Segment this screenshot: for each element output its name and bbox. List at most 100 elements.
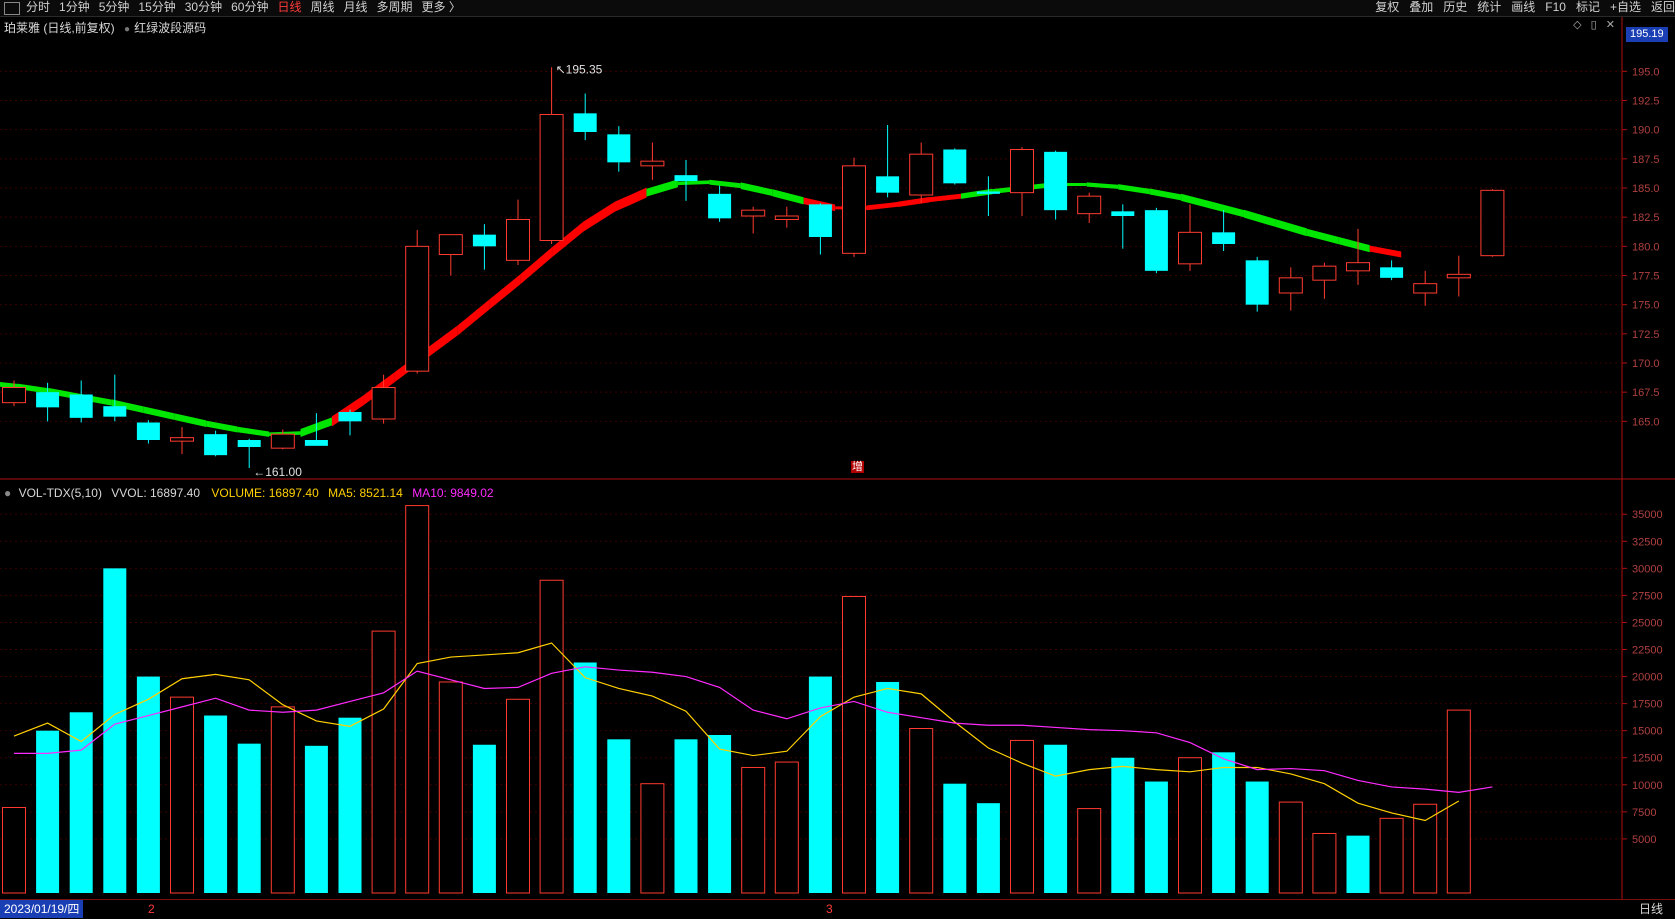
time-axis-bar: 2023/01/19/四 2 3 日线 [0,899,1675,919]
app-menu-icon[interactable] [4,2,20,15]
candle [943,148,967,185]
period-tab-4[interactable]: 30分钟 [184,0,223,14]
volume-bar [170,696,194,894]
volume-bar [1077,808,1102,894]
volume-bar [573,662,597,893]
period-tab-6[interactable]: 日线 [277,0,302,14]
volume-ma-lines [13,642,1493,822]
volume-tick-label: 7500 [1632,807,1656,819]
zoom-marker[interactable]: 增 [851,461,864,473]
candle [674,160,698,201]
tool-button-3[interactable]: 统计 [1477,0,1502,14]
band-segment [1181,193,1213,210]
vvol-value: VVOL: 16897.40 [111,486,201,500]
candle [1010,147,1034,216]
candle-body [640,160,665,167]
band-segment [1369,245,1402,258]
candle-body [506,219,530,261]
volume-bar [1245,781,1269,893]
tool-button-1[interactable]: 叠加 [1409,0,1434,14]
candlestick-series [2,67,1505,468]
candle [103,374,127,422]
candle [371,374,396,424]
candle [36,382,60,422]
tool-button-7[interactable]: +自选 [1609,0,1641,14]
ma10-value: MA10: 9849.02 [412,486,494,500]
candle [1144,207,1168,274]
volume-bar [640,783,665,894]
period-tab-1[interactable]: 1分钟 [59,0,90,14]
volume-bar [1413,803,1438,894]
candle-body [976,191,1000,194]
candle-body [1144,210,1168,271]
volume-indicator-name[interactable]: VOL-TDX(5,10) [18,486,102,500]
candle-body [573,113,597,132]
candle-body [808,204,832,237]
candle [640,142,665,180]
tool-button-0[interactable]: 复权 [1375,0,1400,14]
volume-tick-label: 12500 [1632,753,1663,765]
indicator-name[interactable]: 红绿波段源码 [124,21,206,35]
candle-body [1010,149,1034,194]
period-tab-9[interactable]: 多周期 [376,0,413,14]
period-tab-5[interactable]: 60分钟 [231,0,269,14]
volume-bar [808,676,832,893]
candle-body [1480,189,1505,257]
volume-bar [304,745,328,893]
band-segment [1306,228,1339,245]
candle [1346,228,1370,285]
candle-body [842,165,866,254]
tool-button-2[interactable]: 历史 [1443,0,1468,14]
window-icon[interactable]: ▯ [1590,19,1597,31]
price-tick-label: 175.0 [1632,300,1660,312]
period-tab-0[interactable]: 分时 [26,0,51,14]
period-tab-3[interactable]: 15分钟 [138,0,176,14]
price-tick-label: 172.5 [1632,329,1660,341]
candle-body [405,245,430,372]
candle [472,224,496,270]
volume-bar [103,568,127,893]
close-icon[interactable]: ✕ [1605,19,1615,31]
indicator-menu-icon[interactable]: ● [4,486,12,500]
band-segment [677,180,710,186]
band-segment [898,196,930,208]
candle-body [1413,283,1438,294]
candle-body [1077,195,1102,215]
candle [909,142,934,204]
candle-body [69,394,93,418]
band-segment [1275,219,1307,237]
band-segment [457,299,490,336]
period-tab-7[interactable]: 周线 [310,0,335,14]
candle-body [1278,277,1303,294]
candle-body [438,234,463,256]
volume-bar [36,730,60,893]
diamond-icon[interactable]: ◇ [1573,19,1582,31]
candle [2,380,26,407]
candle [774,206,799,228]
band-segment [331,395,364,427]
tool-button-8[interactable]: 返回 [1650,0,1675,14]
volume-bar [674,739,698,893]
period-tab-2[interactable]: 5分钟 [98,0,130,14]
volume-bar [1144,781,1168,893]
volume-bar [69,712,93,893]
volume-tick-label: 30000 [1632,563,1663,575]
tool-button-6[interactable]: 标记 [1575,0,1600,14]
candle-body [338,412,362,422]
volume-tick-label: 27500 [1632,590,1663,602]
price-tick-label: 167.5 [1632,387,1660,399]
candle [270,429,295,450]
volume-tick-label: 15000 [1632,726,1663,738]
volume-bar [539,579,564,894]
tool-button-4[interactable]: 画线 [1511,0,1536,14]
period-tab-8[interactable]: 月线 [343,0,368,14]
price-tick-label: 170.0 [1632,358,1660,370]
volume-bar [1010,739,1034,894]
candle [842,157,866,257]
candle-body [103,406,127,417]
price-tick-label: 180.0 [1632,241,1660,253]
period-tab-10[interactable]: 更多 〉 [421,0,461,14]
band-segment [552,221,584,258]
tool-button-5[interactable]: F10 [1545,0,1566,14]
